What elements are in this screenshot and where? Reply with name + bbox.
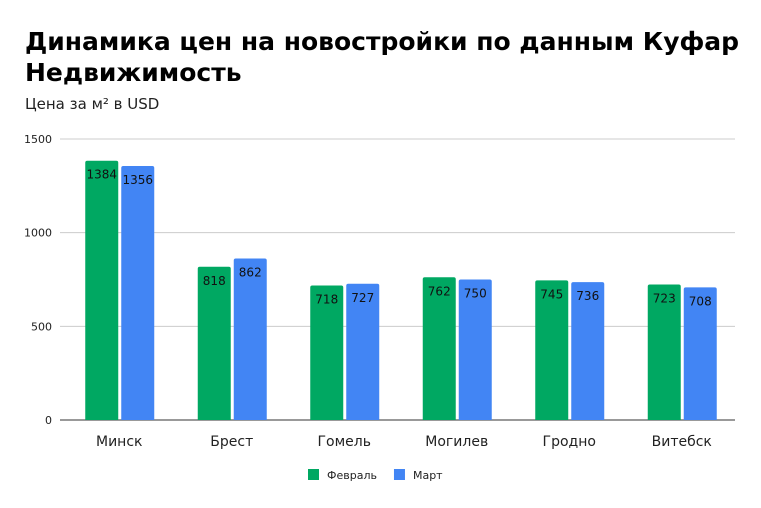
chart-title: Динамика цен на новостройки по данным Ку… [25,27,740,87]
y-tick-label: 1500 [24,133,52,146]
bar-Март [121,165,155,420]
y-tick-label: 0 [45,414,52,427]
legend-label: Февраль [327,469,377,482]
bar-Март [346,283,380,420]
bar-Март [683,287,717,420]
bar-Февраль [197,266,231,420]
x-tick-label: Могилев [425,434,488,450]
legend-swatch [393,469,405,480]
bar-Февраль [535,280,569,420]
data-label: 736 [576,289,599,303]
bar-Март [233,258,267,420]
bar-Март [571,282,605,420]
data-label: 1356 [122,173,153,187]
x-tick-label: Витебск [652,434,712,450]
chart-subtitle: Цена за м² в USD [25,95,160,113]
x-tick-label: Минск [96,434,142,450]
data-label: 723 [653,292,676,306]
bar-Февраль [310,285,344,420]
data-label: 745 [540,287,563,301]
x-tick-label: Гродно [543,434,596,450]
bar-Февраль [647,284,681,420]
legend-label: Март [413,469,443,482]
y-tick-label: 1000 [24,227,52,240]
x-tick-label: Гомель [318,434,371,450]
data-label: 1384 [86,168,117,182]
data-label: 750 [464,287,487,301]
data-label: 762 [428,284,451,298]
x-tick-label: Брест [210,434,253,450]
bar-Февраль [85,160,119,421]
data-label: 862 [239,266,262,280]
data-label: 818 [203,274,226,288]
y-tick-label: 500 [31,320,52,333]
data-label: 727 [351,291,374,305]
bar-Февраль [422,277,456,420]
legend-swatch [308,469,319,480]
data-label: 708 [689,294,712,308]
data-label: 718 [315,292,338,306]
bar-Март [458,279,492,420]
